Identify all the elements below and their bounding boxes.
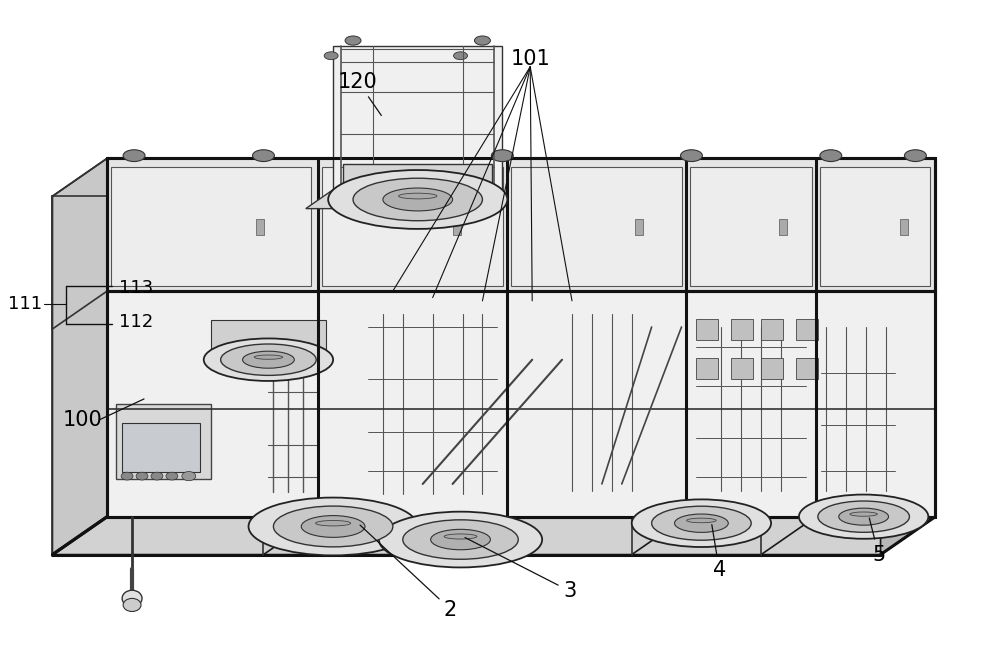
Ellipse shape (799, 494, 928, 539)
Ellipse shape (353, 179, 482, 221)
Bar (696, 319, 718, 340)
Ellipse shape (474, 36, 490, 45)
Ellipse shape (403, 520, 518, 559)
Ellipse shape (345, 36, 361, 45)
Polygon shape (881, 158, 935, 555)
Ellipse shape (820, 150, 842, 162)
Ellipse shape (379, 511, 542, 568)
Ellipse shape (328, 170, 507, 229)
Bar (256, 219, 264, 235)
Ellipse shape (221, 344, 316, 375)
Text: 4: 4 (712, 525, 726, 580)
Ellipse shape (454, 52, 468, 60)
Ellipse shape (123, 150, 145, 162)
Bar (690, 167, 812, 286)
Circle shape (166, 472, 178, 480)
Bar (796, 319, 818, 340)
Text: 2: 2 (360, 525, 457, 619)
Ellipse shape (818, 501, 909, 532)
Ellipse shape (249, 498, 418, 555)
Bar (731, 358, 753, 379)
Polygon shape (52, 158, 107, 555)
Polygon shape (211, 320, 326, 360)
Bar (761, 319, 783, 340)
Text: 100: 100 (62, 410, 102, 430)
Ellipse shape (122, 590, 142, 607)
Circle shape (136, 472, 148, 480)
Bar (796, 358, 818, 379)
Ellipse shape (399, 193, 437, 199)
Bar (511, 167, 682, 286)
Text: 120: 120 (338, 72, 381, 116)
Bar (779, 219, 787, 235)
Ellipse shape (431, 529, 490, 550)
Bar (900, 219, 908, 235)
Polygon shape (107, 291, 935, 517)
Ellipse shape (273, 506, 393, 547)
Bar (731, 319, 753, 340)
Ellipse shape (652, 506, 751, 540)
Ellipse shape (301, 515, 365, 538)
Bar (322, 167, 503, 286)
Polygon shape (52, 517, 935, 555)
Ellipse shape (681, 150, 702, 162)
Text: 101: 101 (510, 49, 550, 69)
Ellipse shape (444, 534, 477, 539)
Text: 5: 5 (869, 518, 885, 564)
Bar (696, 358, 718, 379)
Ellipse shape (204, 339, 333, 381)
Ellipse shape (839, 508, 889, 525)
Ellipse shape (632, 500, 771, 547)
Bar (453, 219, 461, 235)
FancyBboxPatch shape (116, 404, 211, 479)
Bar (635, 219, 643, 235)
Bar (761, 358, 783, 379)
Ellipse shape (675, 514, 728, 532)
Ellipse shape (316, 521, 351, 526)
Ellipse shape (123, 598, 141, 611)
Ellipse shape (687, 518, 716, 523)
Ellipse shape (491, 150, 513, 162)
Ellipse shape (253, 150, 274, 162)
Text: 111: 111 (8, 295, 42, 313)
Polygon shape (343, 164, 492, 203)
Polygon shape (306, 190, 502, 209)
Circle shape (121, 472, 133, 480)
Polygon shape (107, 158, 935, 291)
Text: 112: 112 (119, 313, 153, 331)
FancyBboxPatch shape (122, 423, 200, 472)
Ellipse shape (904, 150, 926, 162)
Ellipse shape (324, 52, 338, 60)
Text: 113: 113 (119, 279, 153, 297)
Ellipse shape (383, 188, 453, 211)
Circle shape (151, 472, 163, 480)
Ellipse shape (254, 355, 283, 359)
Bar (111, 167, 311, 286)
Ellipse shape (850, 512, 877, 516)
Bar (820, 167, 930, 286)
Circle shape (182, 472, 196, 481)
Polygon shape (333, 46, 502, 190)
Text: 3: 3 (465, 538, 577, 601)
Ellipse shape (243, 351, 294, 368)
